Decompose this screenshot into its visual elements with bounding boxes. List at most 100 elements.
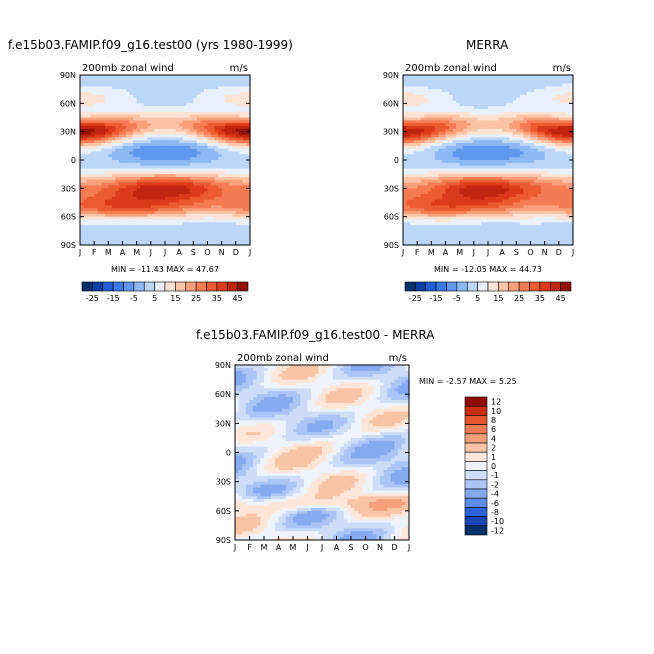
stats-text: MIN = -11.43 MAX = 47.67 xyxy=(111,265,219,274)
heatmap-cell xyxy=(434,219,440,223)
heatmap-cell xyxy=(108,239,113,243)
heatmap-cell xyxy=(214,126,219,130)
heatmap-cell xyxy=(129,188,134,192)
heatmap-cell xyxy=(403,111,408,116)
heatmap-cell xyxy=(207,213,212,218)
heatmap-cell xyxy=(140,80,145,85)
heatmap-cell xyxy=(431,191,436,195)
heatmap-cell xyxy=(214,202,219,206)
heatmap-cell xyxy=(228,89,233,93)
heatmap-cell xyxy=(115,114,120,119)
heatmap-cell xyxy=(108,145,113,150)
heatmap-cell xyxy=(126,196,131,201)
heatmap-cell xyxy=(90,157,95,161)
heatmap-cell xyxy=(168,117,173,121)
heatmap-cell xyxy=(519,92,525,96)
heatmap-cell xyxy=(459,191,464,195)
heatmap-cell xyxy=(470,83,475,87)
heatmap-cell xyxy=(452,137,457,141)
heatmap-cell xyxy=(115,160,120,164)
heatmap-cell xyxy=(218,117,223,121)
heatmap-cell xyxy=(466,171,471,175)
heatmap-cell xyxy=(438,109,443,113)
heatmap-cell xyxy=(519,208,525,212)
heatmap-cell xyxy=(126,77,131,82)
heatmap-cell xyxy=(456,94,461,99)
heatmap-cell xyxy=(196,182,202,187)
heatmap-cell xyxy=(424,160,429,164)
heatmap-cell xyxy=(480,123,486,127)
heatmap-cell xyxy=(449,242,454,246)
heatmap-cell xyxy=(228,77,233,82)
heatmap-cell xyxy=(431,211,436,215)
heatmap-cell xyxy=(126,137,131,141)
heatmap-cell xyxy=(427,120,432,124)
heatmap-cell xyxy=(133,162,138,167)
heatmap-cell xyxy=(118,239,124,243)
heatmap-cell xyxy=(126,191,131,195)
heatmap-cell xyxy=(449,109,454,113)
heatmap-cell xyxy=(445,131,450,136)
heatmap-cell xyxy=(122,219,127,223)
heatmap-cell xyxy=(519,80,525,85)
heatmap-cell xyxy=(242,148,248,153)
heatmap-cell xyxy=(101,222,106,226)
heatmap-cell xyxy=(512,137,517,141)
heatmap-cell xyxy=(157,191,163,195)
heatmap-cell xyxy=(431,174,436,178)
heatmap-cell xyxy=(104,233,109,238)
heatmap-cell xyxy=(225,228,230,232)
heatmap-cell xyxy=(459,174,464,178)
heatmap-cell xyxy=(80,216,85,221)
heatmap-cell xyxy=(118,185,124,189)
heatmap-cell xyxy=(189,162,194,167)
heatmap-cell xyxy=(83,128,88,133)
heatmap-cell xyxy=(172,137,177,141)
heatmap-cell xyxy=(498,191,503,195)
heatmap-cell xyxy=(122,137,127,141)
heatmap-cell xyxy=(168,94,173,99)
heatmap-cell xyxy=(108,114,113,119)
heatmap-cell xyxy=(179,143,184,147)
heatmap-cell xyxy=(154,140,159,144)
heatmap-cell xyxy=(519,160,525,164)
heatmap-cell xyxy=(211,143,216,147)
heatmap-cell xyxy=(410,208,415,212)
heatmap-cell xyxy=(207,103,212,107)
heatmap-cell xyxy=(235,228,240,232)
heatmap-cell xyxy=(97,188,102,192)
heatmap-cell xyxy=(150,171,155,175)
heatmap-cell xyxy=(147,97,152,102)
heatmap-cell xyxy=(214,120,219,124)
heatmap-cell xyxy=(498,174,503,178)
heatmap-cell xyxy=(118,208,124,212)
heatmap-cell xyxy=(200,208,205,212)
heatmap-cell xyxy=(431,230,436,235)
heatmap-cell xyxy=(150,174,155,178)
heatmap-cell xyxy=(502,174,507,178)
heatmap-cell xyxy=(165,182,170,187)
heatmap-cell xyxy=(420,228,425,232)
heatmap-cell xyxy=(161,230,166,235)
heatmap-cell xyxy=(512,194,517,198)
heatmap-cell xyxy=(413,182,418,187)
heatmap-cell xyxy=(87,168,92,172)
heatmap-cell xyxy=(168,222,173,226)
heatmap-cell xyxy=(90,219,95,223)
heatmap-cell xyxy=(203,160,209,164)
heatmap-cell xyxy=(417,128,422,133)
heatmap-cell xyxy=(403,103,408,107)
heatmap-cell xyxy=(488,143,493,147)
heatmap-cell xyxy=(179,194,184,198)
heatmap-cell xyxy=(122,179,127,184)
heatmap-cell xyxy=(147,199,152,204)
heatmap-cell xyxy=(480,165,486,170)
heatmap-cell xyxy=(502,213,507,218)
heatmap-cell xyxy=(83,236,88,240)
heatmap-cell xyxy=(172,151,177,155)
heatmap-cell xyxy=(80,97,85,102)
heatmap-cell xyxy=(104,182,109,187)
heatmap-cell xyxy=(225,131,230,136)
heatmap-cell xyxy=(509,188,514,192)
heatmap-cell xyxy=(143,168,148,172)
